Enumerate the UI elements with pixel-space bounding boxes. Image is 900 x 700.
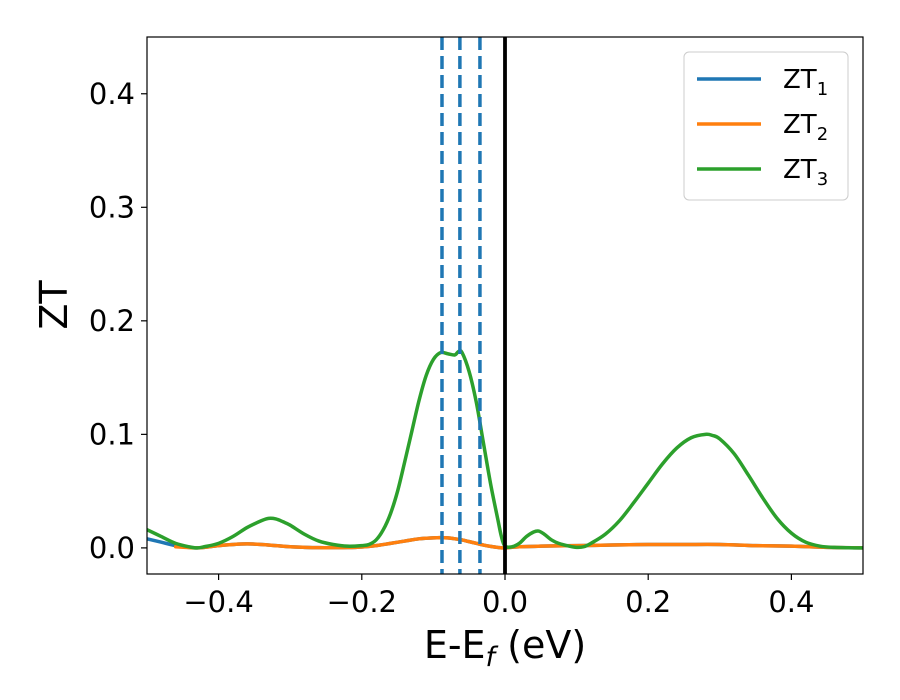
x-tick-label: −0.4	[183, 585, 253, 619]
x-tick-label: −0.2	[327, 585, 397, 619]
x-tick-label: 0.0	[482, 585, 528, 619]
axis-ticks: −0.4 −0.2 0.0 0.2 0.4 0.0 0.1 0.2 0.3 0.4	[89, 77, 815, 619]
y-axis-label: ZT	[32, 280, 76, 330]
reference-lines	[440, 37, 507, 574]
x-tick-label: 0.4	[768, 585, 814, 619]
y-tick-label: 0.1	[89, 417, 135, 451]
legend-label: ZT2	[783, 110, 828, 145]
legend-label: ZT1	[783, 65, 828, 100]
legend-label: ZT3	[783, 155, 828, 190]
y-tick-label: 0.0	[89, 531, 135, 565]
series-line-zt3	[147, 348, 863, 550]
x-tick-label: 0.2	[625, 585, 671, 619]
y-tick-label: 0.3	[89, 190, 135, 224]
y-tick-label: 0.2	[89, 304, 135, 338]
legend: ZT1 ZT2 ZT3	[683, 51, 849, 201]
legend-frame	[683, 51, 849, 201]
y-tick-label: 0.4	[89, 77, 135, 111]
x-axis-label: E-Ef (eV)	[424, 623, 586, 673]
